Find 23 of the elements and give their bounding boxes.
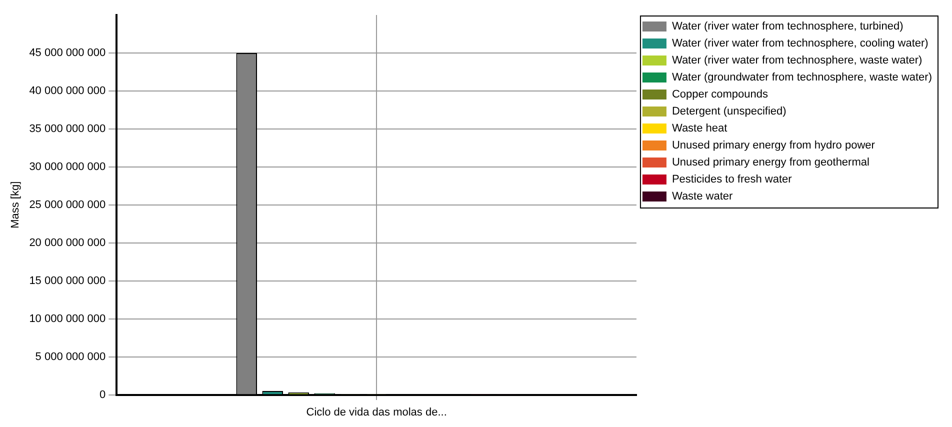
legend-label: Detergent (unspecified) [672,106,786,118]
legend-label: Water (groundwater from technosphere, waste water) [672,72,932,84]
y-axis-title: Mass [kg] [10,181,22,228]
y-tick-label: 25 000 000 000 [29,198,106,211]
y-tick-label: 40 000 000 000 [29,84,106,97]
legend-label: Waste water [672,190,734,203]
y-tick-label: 30 000 000 000 [29,160,106,173]
y-tick-label: 20 000 000 000 [29,236,106,249]
y-tick-label: 0 [100,388,106,401]
legend-label: Water (river water from technosphere, cooling water) [672,38,928,50]
legend-label: Water (river water from technosphere, waste water) [672,54,922,67]
x-tick-label: Ciclo de vida das molas de... [306,406,447,418]
y-tick-label: 15 000 000 000 [29,274,106,287]
legend-label: Waste heat [672,122,728,135]
legend-label: Water (river water from technosphere, turbined) [672,20,904,33]
legend-label: Unused primary energy from geothermal [672,156,870,169]
y-tick-label: 10 000 000 000 [29,312,106,325]
y-tick-label: 5 000 000 000 [35,350,106,363]
legend-label: Unused primary energy from hydro power [672,140,876,152]
legend-label: Copper compounds [672,88,768,101]
y-tick-label: 45 000 000 000 [29,47,106,60]
legend-label: Pesticides to fresh water [672,174,792,186]
y-tick-label: 35 000 000 000 [29,122,106,135]
